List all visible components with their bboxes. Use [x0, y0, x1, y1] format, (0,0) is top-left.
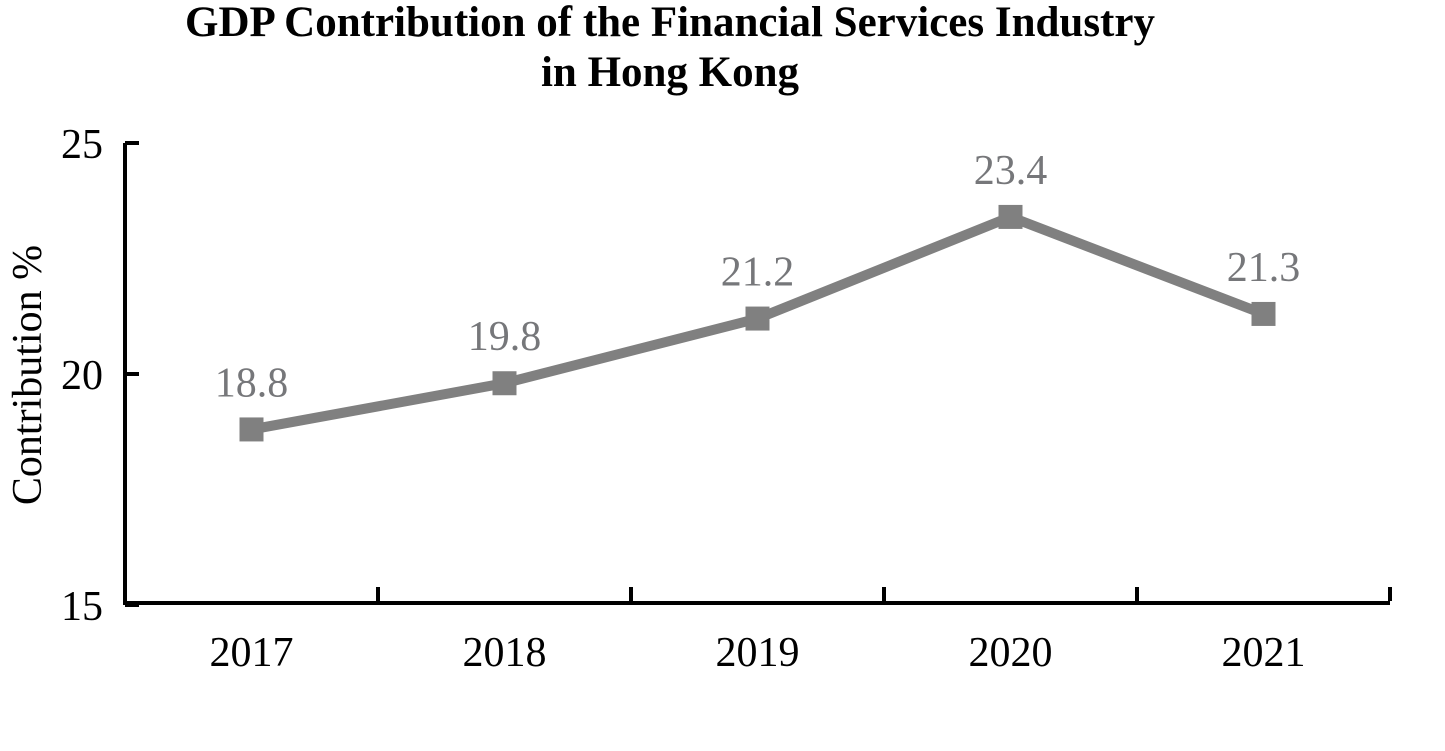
data-label: 19.8	[468, 314, 542, 360]
chart-title: GDP Contribution of the Financial Servic…	[0, 0, 1340, 98]
chart-title-line2: in Hong Kong	[540, 49, 800, 96]
x-tick-label: 2018	[463, 630, 547, 676]
series-marker	[1251, 301, 1276, 326]
chart-title-line1: GDP Contribution of the Financial Servic…	[185, 0, 1155, 46]
y-tick-label: 25	[61, 122, 103, 168]
x-tick-label: 2021	[1222, 630, 1306, 676]
series-marker	[492, 371, 517, 396]
series-marker	[745, 306, 770, 331]
series-marker	[239, 417, 264, 442]
y-tick-label: 20	[61, 353, 103, 399]
x-tick-label: 2020	[969, 630, 1053, 676]
data-label: 18.8	[215, 360, 289, 406]
data-label: 21.2	[721, 250, 795, 296]
data-label: 23.4	[974, 148, 1048, 194]
x-tick-label: 2017	[210, 630, 294, 676]
y-tick-label: 15	[61, 584, 103, 630]
series-marker	[998, 204, 1023, 229]
data-label: 21.3	[1227, 245, 1301, 291]
x-tick-label: 2019	[716, 630, 800, 676]
